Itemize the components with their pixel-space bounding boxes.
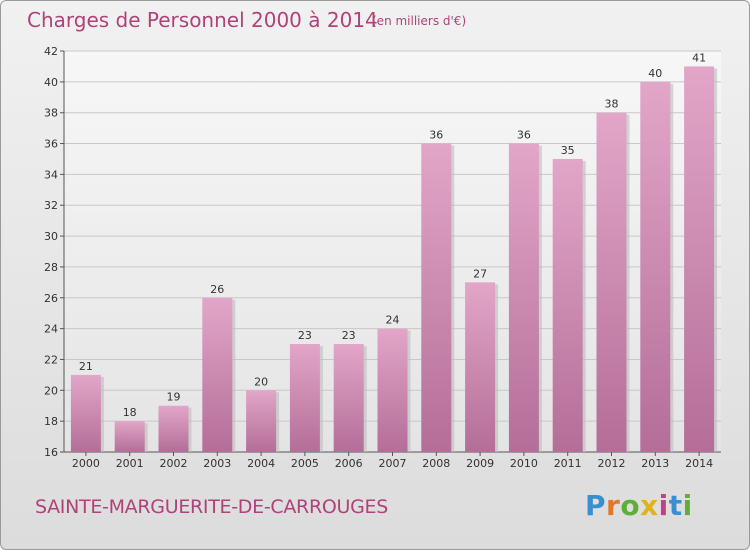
x-tick-label: 2004 <box>247 457 275 470</box>
x-tick-label: 2010 <box>510 457 538 470</box>
y-tick-label: 30 <box>44 230 58 243</box>
x-tick-label: 2002 <box>160 457 188 470</box>
bar <box>114 421 145 452</box>
bar <box>246 390 277 452</box>
y-tick-label: 18 <box>44 415 58 428</box>
logo-letter: P <box>585 489 607 522</box>
chart-subtitle: (en milliers d'€) <box>372 14 467 28</box>
data-label: 24 <box>386 314 400 327</box>
data-label: 20 <box>254 375 268 388</box>
x-tick-label: 2001 <box>116 457 144 470</box>
y-tick-label: 32 <box>44 199 58 212</box>
data-label: 18 <box>123 406 137 419</box>
x-tick-label: 2006 <box>335 457 363 470</box>
x-tick-label: 2009 <box>466 457 494 470</box>
logo-letter: i <box>682 489 693 522</box>
y-tick-label: 36 <box>44 138 58 151</box>
bar <box>421 143 452 453</box>
proxiti-logo: Proxiti <box>585 489 693 522</box>
y-tick-label: 34 <box>44 168 58 181</box>
bar <box>596 112 627 452</box>
data-label: 38 <box>605 98 619 111</box>
bar <box>158 405 189 452</box>
x-tick-label: 2003 <box>203 457 231 470</box>
x-tick-label: 2007 <box>379 457 407 470</box>
y-tick-label: 42 <box>44 45 58 58</box>
logo-letter: x <box>640 489 659 522</box>
x-tick-label: 2008 <box>422 457 450 470</box>
data-label: 21 <box>79 360 93 373</box>
logo-letter: t <box>668 489 683 522</box>
bar <box>333 344 364 452</box>
bar <box>202 297 233 452</box>
logo-letter: o <box>620 489 641 522</box>
data-label: 36 <box>429 129 443 142</box>
y-tick-label: 16 <box>44 446 58 459</box>
data-label: 35 <box>561 144 575 157</box>
bar <box>508 143 539 453</box>
chart-title: Charges de Personnel 2000 à 2014 <box>27 8 378 32</box>
y-tick-label: 24 <box>44 323 58 336</box>
data-label: 23 <box>298 329 312 342</box>
bar <box>377 328 408 452</box>
y-tick-label: 28 <box>44 261 58 274</box>
x-tick-label: 2013 <box>641 457 669 470</box>
y-tick-label: 20 <box>44 384 58 397</box>
bar <box>465 282 496 452</box>
x-tick-label: 2012 <box>598 457 626 470</box>
bar <box>70 374 101 452</box>
y-tick-label: 40 <box>44 76 58 89</box>
logo-letter: i <box>658 489 669 522</box>
bar <box>640 81 671 452</box>
x-tick-label: 2000 <box>72 457 100 470</box>
y-tick-label: 38 <box>44 107 58 120</box>
y-tick-label: 22 <box>44 353 58 366</box>
data-label: 27 <box>473 267 487 280</box>
x-tick-label: 2011 <box>554 457 582 470</box>
y-tick-label: 26 <box>44 292 58 305</box>
bar <box>684 66 715 452</box>
x-tick-label: 2014 <box>685 457 713 470</box>
x-tick-label: 2005 <box>291 457 319 470</box>
data-label: 23 <box>342 329 356 342</box>
data-label: 19 <box>167 391 181 404</box>
bar <box>552 158 583 452</box>
logo-letter: r <box>606 489 621 522</box>
data-label: 40 <box>648 67 662 80</box>
bar <box>289 344 320 452</box>
commune-name: SAINTE-MARGUERITE-DE-CARROUGES <box>35 496 389 518</box>
data-label: 41 <box>692 51 706 64</box>
data-label: 36 <box>517 129 531 142</box>
data-label: 26 <box>210 283 224 296</box>
